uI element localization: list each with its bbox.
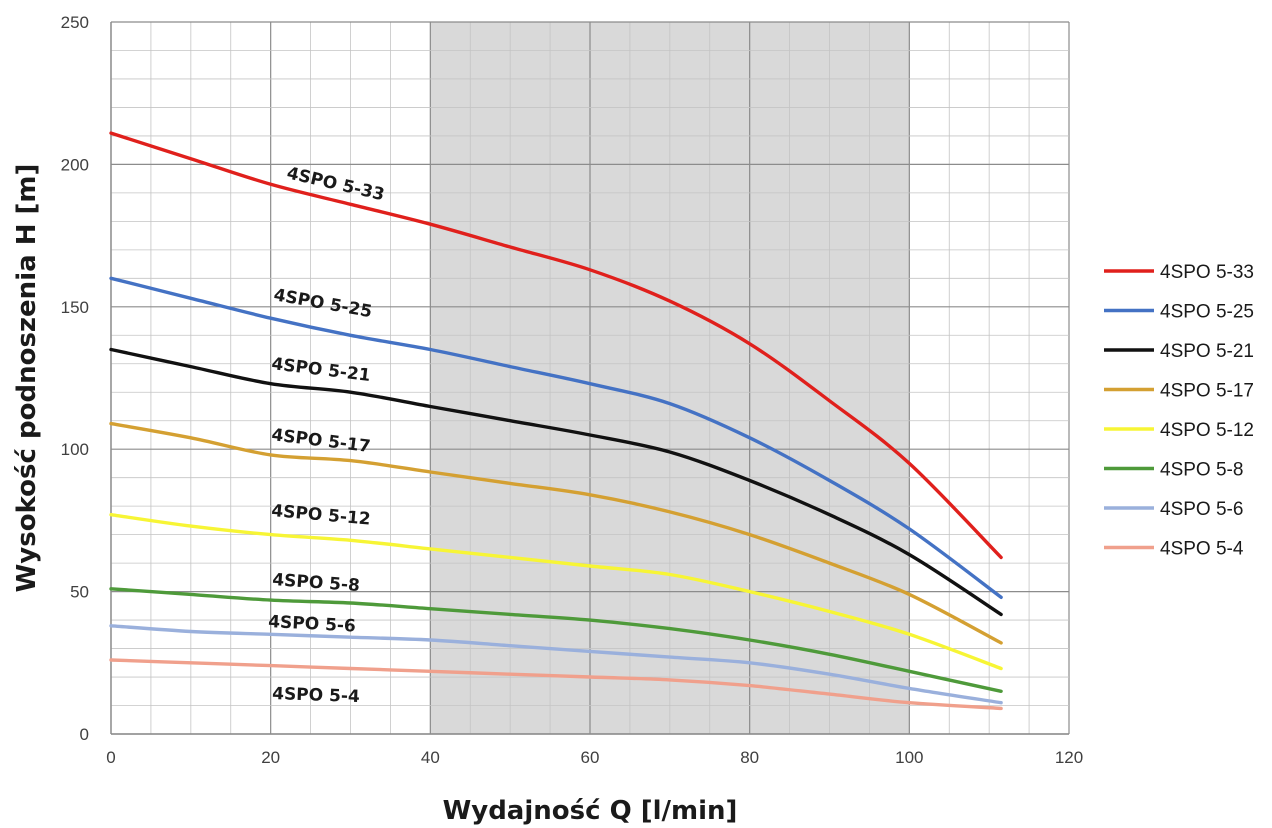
legend-entry: 4SPO 5-4 bbox=[1160, 539, 1244, 560]
series-line-2 bbox=[109, 276, 1003, 599]
y-tick-label: 150 bbox=[61, 298, 89, 317]
x-tick-label: 0 bbox=[106, 748, 115, 767]
series-line-4 bbox=[109, 421, 1003, 645]
legend-entry: 4SPO 5-21 bbox=[1160, 341, 1254, 362]
x-tick-label: 100 bbox=[895, 748, 923, 767]
curve-label: 4SPO 5-25 bbox=[272, 285, 373, 322]
series-line-1 bbox=[109, 131, 1003, 560]
curve-label: 4SPO 5-4 bbox=[272, 684, 360, 707]
y-tick-label: 250 bbox=[61, 13, 89, 32]
y-tick-label: 0 bbox=[80, 725, 89, 744]
series-line-5 bbox=[109, 513, 1003, 671]
x-tick-label: 120 bbox=[1055, 748, 1083, 767]
curve-label: 4SPO 5-12 bbox=[271, 501, 372, 530]
y-tick-label: 50 bbox=[70, 583, 89, 602]
x-tick-label: 20 bbox=[261, 748, 280, 767]
x-tick-label: 60 bbox=[581, 748, 600, 767]
series-line-8 bbox=[109, 658, 1003, 711]
legend-entry: 4SPO 5-17 bbox=[1160, 381, 1254, 402]
series-line-6 bbox=[109, 587, 1003, 693]
y-tick-label: 200 bbox=[61, 155, 89, 174]
curve-label: 4SPO 5-6 bbox=[268, 612, 357, 637]
legend-entry: 4SPO 5-12 bbox=[1160, 420, 1254, 441]
legend-entry: 4SPO 5-25 bbox=[1160, 302, 1254, 323]
y-tick-label: 100 bbox=[61, 440, 89, 459]
x-axis-title: Wydajność Q [l/min] bbox=[443, 796, 738, 826]
x-tick-label: 80 bbox=[740, 748, 759, 767]
legend-entry: 4SPO 5-6 bbox=[1160, 499, 1243, 520]
series-line-3 bbox=[109, 347, 1003, 617]
curve-label: 4SPO 5-17 bbox=[270, 425, 371, 457]
curve-label: 4SPO 5-21 bbox=[270, 354, 371, 386]
legend-entry: 4SPO 5-8 bbox=[1160, 460, 1243, 481]
y-axis-title: Wysokość podnoszenia H [m] bbox=[12, 164, 42, 593]
series-line-7 bbox=[109, 624, 1003, 705]
legend-entry: 4SPO 5-33 bbox=[1160, 262, 1254, 283]
x-tick-label: 40 bbox=[421, 748, 440, 767]
